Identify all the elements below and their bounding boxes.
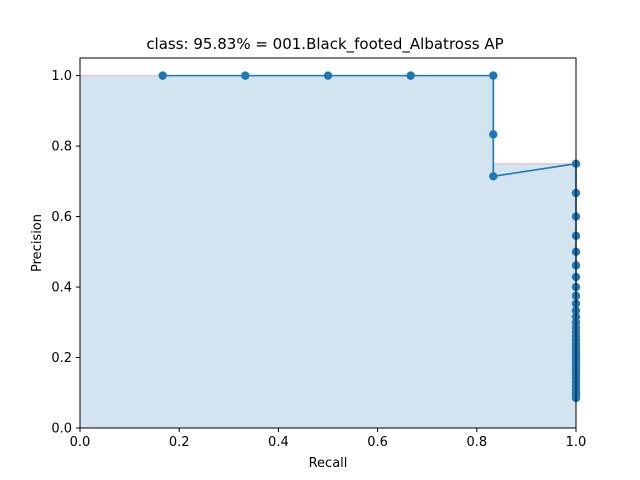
x-tick-label-5: 1.0 bbox=[566, 435, 587, 450]
plot-frame bbox=[79, 57, 577, 429]
pr-point-5 bbox=[489, 130, 498, 139]
pr-point-1 bbox=[241, 71, 250, 80]
y-tick-label-0: 0.0 bbox=[51, 422, 72, 437]
y-tick-label-2: 0.4 bbox=[51, 281, 72, 296]
ap-area-layer bbox=[80, 75, 576, 428]
pr-point-6 bbox=[489, 172, 498, 181]
x-tick-label-3: 0.6 bbox=[367, 435, 388, 450]
pr-point-2 bbox=[323, 71, 333, 80]
pr-point-0 bbox=[158, 71, 167, 80]
x-tick-label-4: 0.8 bbox=[466, 435, 487, 450]
chart-title: class: 95.83% = 001.Black_footed_Albatro… bbox=[146, 35, 503, 54]
y-tick-label-3: 0.6 bbox=[51, 210, 72, 225]
y-tick-label-4: 0.8 bbox=[51, 140, 72, 155]
y-axis: 0.0 0.2 0.4 0.6 0.8 1.0 bbox=[51, 69, 80, 437]
x-tick-label-1: 0.2 bbox=[169, 435, 190, 450]
pr-point-4 bbox=[489, 71, 498, 80]
x-tick-label-2: 0.4 bbox=[268, 435, 289, 450]
y-tick-label-1: 0.2 bbox=[51, 351, 72, 366]
pr-point-3 bbox=[406, 71, 415, 80]
y-axis-label: Precision bbox=[30, 214, 45, 272]
x-axis: 0.0 0.2 0.4 0.6 0.8 1.0 bbox=[70, 428, 587, 450]
x-tick-label-0: 0.0 bbox=[70, 435, 91, 450]
x-axis-label: Recall bbox=[309, 456, 348, 471]
ap-area bbox=[80, 75, 576, 428]
y-tick-label-5: 1.0 bbox=[51, 69, 72, 84]
